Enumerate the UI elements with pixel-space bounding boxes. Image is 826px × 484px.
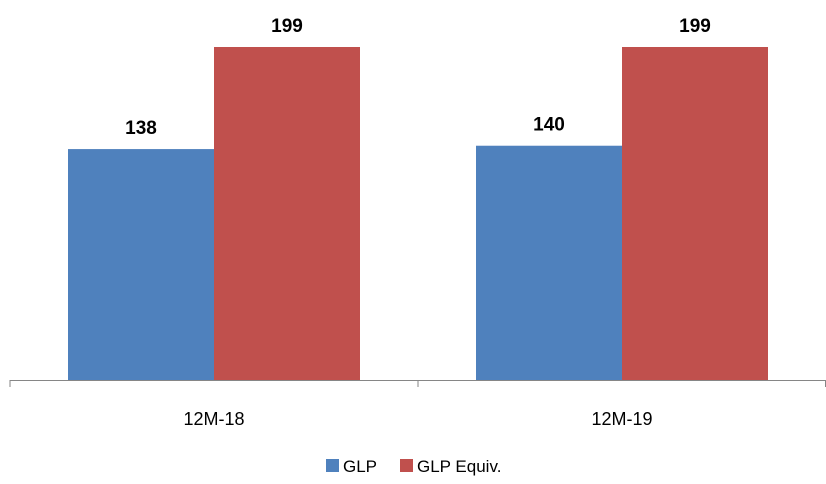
legend-swatch bbox=[326, 459, 339, 472]
category-label: 12M-18 bbox=[183, 409, 244, 429]
legend-swatch bbox=[400, 459, 413, 472]
data-label: 199 bbox=[679, 16, 711, 37]
category-labels-group: 12M-18 12M-19 bbox=[183, 409, 652, 429]
legend-label: GLP bbox=[343, 457, 377, 476]
x-axis bbox=[9, 380, 826, 387]
data-label: 140 bbox=[533, 115, 565, 136]
data-label: 199 bbox=[271, 16, 303, 37]
bar-glp-equiv-12m-18 bbox=[214, 47, 360, 380]
bar-glp-12m-18 bbox=[68, 149, 214, 380]
bar-glp-equiv-12m-19 bbox=[622, 47, 768, 380]
data-labels-group: 138 199 140 199 bbox=[125, 16, 711, 139]
bars-group bbox=[68, 47, 768, 380]
data-label: 138 bbox=[125, 118, 157, 139]
bar-glp-12m-19 bbox=[476, 145, 622, 380]
legend-label: GLP Equiv. bbox=[417, 457, 501, 476]
category-label: 12M-19 bbox=[591, 409, 652, 429]
legend: GLP GLP Equiv. bbox=[326, 457, 501, 476]
